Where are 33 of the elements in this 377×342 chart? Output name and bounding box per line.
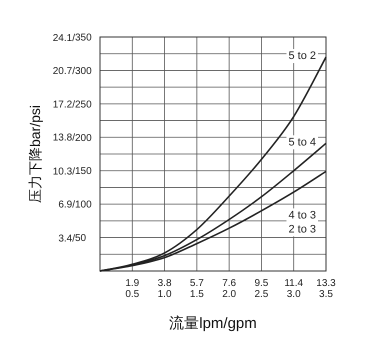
x-axis-title: 流量lpm/gpm bbox=[169, 315, 257, 332]
y-tick-label: 100 bbox=[75, 200, 92, 211]
x2-tick-label: 2.0 bbox=[222, 289, 237, 300]
y2-tick-label: 6.9/ bbox=[58, 200, 76, 211]
y2-tick-label: 13.8/ bbox=[52, 132, 76, 144]
y-tick-label: 250 bbox=[75, 99, 92, 110]
y2-tick-label: 20.7/ bbox=[52, 66, 76, 77]
y-tick-label: 350 bbox=[75, 32, 92, 44]
y2-tick-label: 17.2/ bbox=[52, 100, 76, 111]
x2-tick-label: 2.5 bbox=[254, 289, 269, 300]
x-tick-label: 1.9 bbox=[125, 278, 140, 289]
x2-tick-label: 1.0 bbox=[158, 289, 172, 300]
x2-tick-label: 1.5 bbox=[190, 289, 204, 300]
series-label: 5 to 2 bbox=[288, 50, 316, 62]
x-tick-label: 7.6 bbox=[222, 278, 237, 289]
x-tick-label: 11.4 bbox=[284, 278, 304, 289]
y2-tick-label: 10.3/ bbox=[52, 166, 76, 178]
y-tick-label: 50 bbox=[75, 233, 87, 244]
y-tick-label: 150 bbox=[75, 166, 92, 178]
x-tick-label: 5.7 bbox=[190, 278, 204, 289]
y2-axis-title: 压力下降bar/psi bbox=[27, 104, 43, 204]
x-tick-label: 9.5 bbox=[254, 278, 269, 289]
series-label: 4 to 3 2 to 3 bbox=[288, 209, 316, 236]
x-tick-label: 13.3 bbox=[316, 278, 336, 289]
y-tick-label: 200 bbox=[75, 132, 92, 144]
x2-tick-label: 3.0 bbox=[286, 289, 302, 300]
y2-tick-label: 3.4/ bbox=[58, 234, 76, 245]
x2-tick-label: 3.5 bbox=[319, 289, 334, 300]
y2-tick-label: 24.1/ bbox=[52, 32, 76, 44]
x2-tick-label: 0.5 bbox=[125, 289, 140, 300]
y-tick-label: 300 bbox=[75, 66, 92, 77]
x-tick-label: 3.8 bbox=[158, 278, 172, 289]
series-label: 5 to 4 bbox=[288, 136, 316, 148]
